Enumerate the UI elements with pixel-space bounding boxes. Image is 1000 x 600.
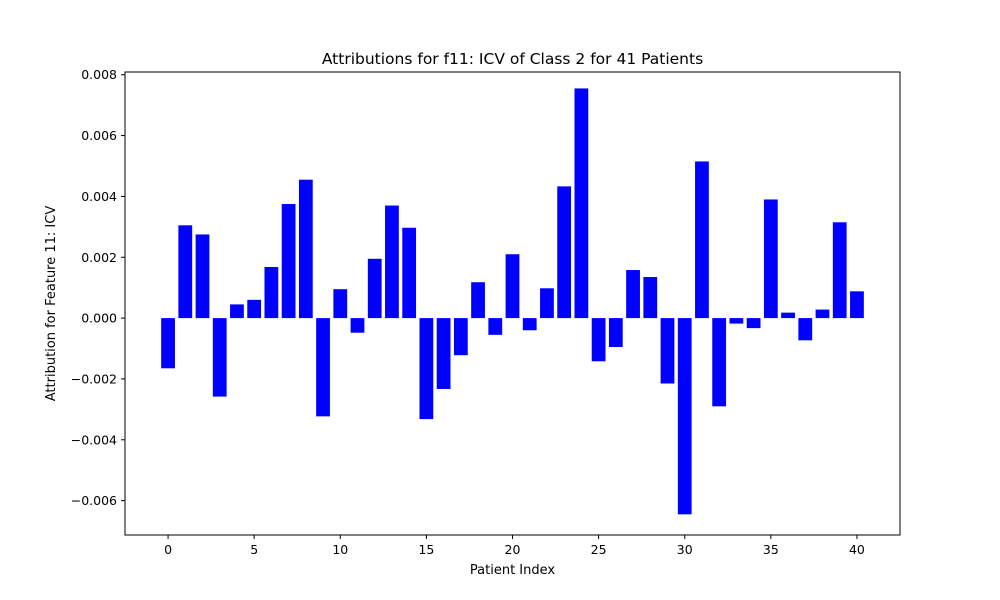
x-tick-label: 15	[418, 542, 434, 557]
bar-25	[591, 318, 606, 362]
chart-title: Attributions for f11: ICV of Class 2 for…	[322, 50, 703, 68]
bar-13	[385, 205, 399, 319]
x-tick-label: 10	[332, 542, 348, 557]
bar-2	[195, 234, 210, 319]
bar-36	[781, 312, 795, 319]
x-tick-label: 25	[591, 542, 607, 557]
bar-19	[488, 318, 503, 335]
bar-30	[677, 318, 692, 515]
bar-33	[729, 318, 744, 324]
bar-22	[540, 288, 554, 319]
bar-28	[643, 277, 658, 319]
y-tick-label: 0.004	[81, 189, 117, 204]
y-tick-label: 0.008	[81, 67, 117, 82]
bar-14	[402, 227, 417, 319]
bar-6	[264, 266, 279, 319]
bar-31	[695, 161, 709, 319]
y-axis: −0.006 −0.004 −0.002 0.000 0.002 0.004 0.006 0.…	[71, 67, 125, 508]
bar-21	[522, 318, 537, 331]
bar-20	[505, 254, 520, 319]
x-axis: 0 5 10 15 20 25 30 35 40	[164, 535, 865, 557]
bar-7	[281, 204, 296, 319]
y-tick-label: 0.006	[81, 128, 117, 143]
x-tick-label: 30	[677, 542, 693, 557]
x-tick-label: 40	[849, 542, 865, 557]
bar-38	[815, 309, 830, 319]
bar-27	[626, 270, 640, 319]
bar-39	[832, 222, 847, 319]
bar-10	[333, 289, 348, 319]
bars-layer	[161, 88, 864, 515]
bar-16	[436, 318, 451, 389]
x-axis-label: Patient Index	[470, 563, 555, 578]
bar-4	[230, 304, 244, 319]
y-tick-label: −0.002	[71, 371, 117, 386]
x-tick-label: 35	[763, 542, 779, 557]
bar-3	[212, 318, 227, 397]
bar-9	[316, 318, 330, 417]
bar-26	[608, 318, 623, 348]
bar-1	[178, 225, 193, 319]
x-tick-label: 0	[164, 542, 172, 557]
bar-12	[367, 258, 382, 319]
bar-35	[763, 199, 778, 319]
bar-32	[712, 318, 727, 407]
bar-15	[419, 318, 434, 420]
y-tick-label: −0.006	[71, 493, 117, 508]
bar-34	[746, 318, 761, 329]
y-tick-label: −0.004	[71, 432, 117, 447]
bar-17	[453, 318, 468, 356]
x-tick-label: 5	[250, 542, 258, 557]
bar-8	[298, 179, 313, 319]
y-axis-label: Attribution for Feature 11: ICV	[44, 206, 59, 402]
bar-37	[798, 318, 813, 341]
bar-40	[850, 291, 864, 319]
bar-11	[350, 318, 365, 333]
bar-18	[471, 282, 485, 319]
bar-24	[574, 88, 589, 319]
bar-29	[660, 318, 675, 384]
bar-5	[247, 299, 262, 319]
x-tick-label: 20	[505, 542, 521, 557]
bar-0	[161, 318, 175, 369]
y-tick-label: 0.000	[81, 311, 117, 326]
bar-23	[557, 186, 572, 319]
y-tick-label: 0.002	[81, 250, 117, 265]
